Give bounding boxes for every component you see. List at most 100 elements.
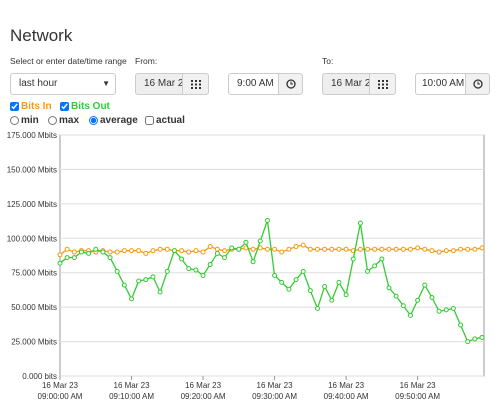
data-point xyxy=(422,246,428,252)
data-point xyxy=(450,248,456,254)
data-point xyxy=(193,248,199,254)
calendar-button[interactable] xyxy=(369,73,396,95)
data-point xyxy=(179,256,185,262)
chart: 0.000 bits 25.000 Mbits 50.000 Mbits 75.000… xyxy=(7,131,485,401)
min-option[interactable]: min xyxy=(10,115,39,126)
x-tick-date: 16 Mar 23 xyxy=(328,381,365,390)
data-point xyxy=(415,245,421,251)
from-time[interactable]: 9:00 AM xyxy=(228,73,279,95)
clock-button[interactable] xyxy=(465,73,490,95)
data-point xyxy=(386,246,392,252)
y-tick-label: 100.000 Mbits xyxy=(7,234,57,243)
data-point xyxy=(250,246,256,252)
data-point xyxy=(350,256,356,262)
data-point xyxy=(107,249,113,255)
data-point xyxy=(314,246,320,252)
data-point xyxy=(443,248,449,254)
to-date[interactable]: 16 Mar 23 xyxy=(322,73,370,95)
data-point xyxy=(93,246,99,252)
data-point xyxy=(57,252,63,258)
data-point xyxy=(336,246,342,252)
x-tick-date: 16 Mar 23 xyxy=(42,381,79,390)
legend-label: Bits In xyxy=(21,101,52,112)
calendar-icon xyxy=(377,79,388,89)
calendar-button[interactable] xyxy=(182,73,209,95)
data-point xyxy=(150,274,156,280)
series-line xyxy=(59,220,483,343)
data-point xyxy=(64,255,70,261)
data-point xyxy=(157,289,163,295)
legend-label: Bits Out xyxy=(71,101,110,112)
data-point xyxy=(343,246,349,252)
data-point xyxy=(86,250,92,256)
data-point xyxy=(222,255,228,261)
data-point xyxy=(465,246,471,252)
data-point xyxy=(100,249,106,255)
data-point xyxy=(429,248,435,254)
data-point xyxy=(465,339,471,345)
checkbox[interactable] xyxy=(60,102,69,111)
checkbox[interactable] xyxy=(145,116,154,125)
x-tick-date: 16 Mar 23 xyxy=(185,381,222,390)
data-point xyxy=(121,248,127,254)
y-tick-label: 50.000 Mbits xyxy=(11,303,57,312)
data-point xyxy=(200,249,206,255)
range-select[interactable]: last hour ▼ xyxy=(10,73,116,95)
range-value: last hour xyxy=(19,78,58,89)
dropdown-arrow: ▼ xyxy=(102,79,110,88)
data-point xyxy=(279,249,285,255)
data-point xyxy=(272,272,278,278)
x-tick-date: 16 Mar 23 xyxy=(257,381,294,390)
data-point xyxy=(472,246,478,252)
data-point xyxy=(107,255,113,261)
clock-button[interactable] xyxy=(278,73,303,95)
data-point xyxy=(286,286,292,292)
data-point xyxy=(429,295,435,301)
data-point xyxy=(150,248,156,254)
to-time[interactable]: 10:00 AM xyxy=(415,73,466,95)
data-point xyxy=(64,246,70,252)
data-point xyxy=(171,248,177,254)
clock-icon xyxy=(285,79,296,89)
data-point xyxy=(379,246,385,252)
y-tick-label: 175.000 Mbits xyxy=(7,131,57,140)
data-point xyxy=(143,277,149,283)
data-point xyxy=(472,336,478,342)
data-point xyxy=(71,255,77,261)
data-point xyxy=(400,303,406,309)
x-tick-time: 09:30:00 AM xyxy=(252,392,297,401)
average-option[interactable]: average xyxy=(89,115,138,126)
calendar-icon xyxy=(190,79,201,89)
data-point xyxy=(207,261,213,267)
data-point xyxy=(250,259,256,265)
data-point xyxy=(400,246,406,252)
data-point xyxy=(357,246,363,252)
data-point xyxy=(193,267,199,273)
data-point xyxy=(372,246,378,252)
actual-option[interactable]: actual xyxy=(145,115,185,126)
radio[interactable] xyxy=(10,116,19,125)
data-point xyxy=(436,308,442,314)
data-point xyxy=(279,279,285,285)
max-option[interactable]: max xyxy=(48,115,79,126)
data-point xyxy=(357,220,363,226)
series-toggle[interactable]: Bits In xyxy=(10,101,52,112)
x-tick-date: 16 Mar 23 xyxy=(114,381,151,390)
radio[interactable] xyxy=(89,116,98,125)
from-label: From: xyxy=(135,56,158,66)
option-label: min xyxy=(21,115,39,126)
series-toggle[interactable]: Bits Out xyxy=(60,101,110,112)
data-point xyxy=(114,249,120,255)
to-label: To: xyxy=(322,56,334,66)
radio[interactable] xyxy=(48,116,57,125)
range-label: Select or enter date/time range xyxy=(10,56,127,66)
checkbox[interactable] xyxy=(10,102,19,111)
data-point xyxy=(236,246,242,252)
x-tick-time: 09:20:00 AM xyxy=(181,392,226,401)
data-point xyxy=(458,322,464,328)
data-point xyxy=(57,260,63,266)
data-point xyxy=(129,296,135,302)
data-point xyxy=(479,245,485,251)
from-date[interactable]: 16 Mar 23 xyxy=(135,73,183,95)
